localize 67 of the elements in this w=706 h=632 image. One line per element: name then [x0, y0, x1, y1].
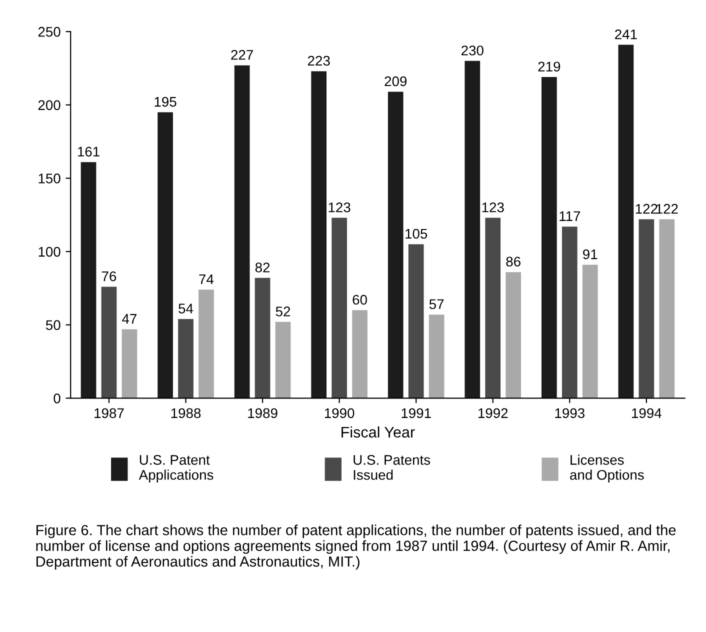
- x-tick-label: 1990: [324, 408, 354, 418]
- data-label: 209: [384, 76, 407, 86]
- bar: [618, 44, 634, 398]
- data-label: 123: [482, 202, 504, 212]
- y-tick-label: 50: [46, 320, 60, 330]
- bar: [659, 219, 675, 398]
- bar: [388, 92, 404, 398]
- bar: [485, 218, 501, 398]
- data-label: 60: [352, 294, 367, 305]
- data-label: 47: [122, 314, 136, 324]
- bar: [428, 314, 444, 398]
- data-label: 227: [231, 50, 253, 60]
- bar: [158, 112, 173, 398]
- bar: [352, 310, 368, 398]
- bar: [254, 278, 270, 398]
- data-label: 241: [615, 29, 637, 40]
- data-label: 74: [199, 274, 214, 284]
- x-tick-label: 1988: [171, 408, 201, 418]
- data-label: 76: [102, 271, 116, 282]
- legend-label: Licenses and Options: [570, 454, 644, 483]
- bar: [506, 272, 522, 398]
- bar: [198, 290, 214, 398]
- bar: [275, 322, 291, 398]
- bar: [638, 219, 654, 398]
- data-label: 123: [328, 202, 350, 212]
- bar: [122, 329, 138, 398]
- data-label: 57: [429, 299, 444, 310]
- y-tick-label: 100: [38, 246, 60, 257]
- bar: [332, 218, 347, 398]
- data-label: 54: [178, 304, 194, 314]
- data-label: 82: [255, 262, 270, 272]
- bar: [562, 226, 578, 398]
- legend-label: U.S. Patent Applications: [138, 455, 214, 483]
- data-label: 105: [406, 228, 428, 239]
- data-label: 122: [656, 204, 678, 214]
- bar: [464, 60, 480, 398]
- data-label: 195: [154, 96, 176, 107]
- data-label: 86: [506, 256, 520, 267]
- data-label: 161: [78, 146, 100, 157]
- data-label: 52: [276, 306, 290, 316]
- bar: [311, 71, 327, 398]
- bar: [178, 318, 194, 398]
- x-axis-title: Fiscal Year: [342, 426, 415, 438]
- data-label: 122: [636, 204, 658, 214]
- bar: [234, 65, 250, 398]
- data-label: 117: [560, 211, 580, 221]
- y-tick-label: 200: [38, 100, 60, 110]
- x-tick-label: 1992: [478, 408, 508, 418]
- bar: [542, 77, 557, 398]
- x-tick-label: 1994: [632, 408, 662, 418]
- x-tick-label: 1993: [555, 408, 584, 418]
- bar: [408, 244, 424, 398]
- x-tick-label: 1989: [248, 408, 278, 418]
- y-tick-label: 250: [38, 26, 60, 37]
- data-label: 91: [583, 249, 598, 260]
- y-tick-label: 0: [54, 393, 60, 404]
- data-label: 219: [538, 62, 560, 72]
- bar: [101, 286, 117, 398]
- caption: Figure 6. The chart shows the number of patent applications, the number of patents issued, and the number of license and options agreements signed from 1987 until 1994. (Courtesy of Amir R. Amir, Department of Aeronautics and Astronautics, MIT.): [36, 524, 676, 570]
- bar: [582, 264, 598, 398]
- y-tick-label: 150: [38, 174, 60, 184]
- bar: [80, 162, 96, 398]
- data-label: 230: [462, 46, 484, 56]
- data-label: 223: [308, 56, 330, 66]
- x-tick-label: 1991: [402, 408, 431, 418]
- x-tick-label: 1987: [94, 408, 124, 418]
- legend-label: U.S. Patents Issued: [354, 455, 430, 480]
